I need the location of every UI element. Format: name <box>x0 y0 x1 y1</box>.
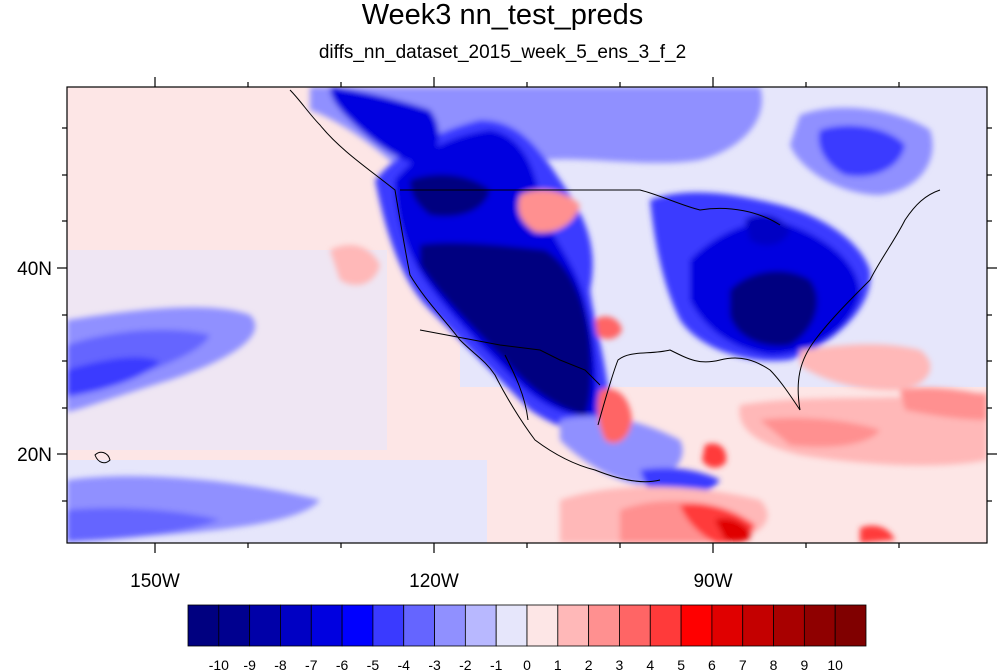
colorbar-label: 2 <box>585 657 593 672</box>
colorbar: -10 -9 -8 -7 -6 -5 -4 -3 -2 -1 0 1 2 3 4 5 6 7 8 9 10 <box>187 604 867 672</box>
colorbar-swatch <box>588 604 620 647</box>
colorbar-label: 7 <box>739 657 747 672</box>
lon-ticks <box>154 77 900 553</box>
colorbar-swatch <box>773 604 805 647</box>
lat-ticks <box>57 127 997 502</box>
colorbar-label: -6 <box>336 657 349 672</box>
colorbar-swatch <box>218 604 251 647</box>
lon-label-120w: 120W <box>409 571 459 592</box>
colorbar-label: 5 <box>677 657 685 672</box>
colorbar-label: -4 <box>398 657 411 672</box>
colorbar-label: 9 <box>800 657 808 672</box>
colorbar-swatch <box>619 604 651 647</box>
map-title: Week3 nn_test_preds <box>361 0 644 31</box>
colorbar-swatch <box>557 604 590 647</box>
colorbar-label: 8 <box>770 657 778 672</box>
colorbar-label: 10 <box>827 657 843 672</box>
colorbar-swatch <box>187 604 220 647</box>
colorbar-swatch <box>742 604 774 647</box>
colorbar-label: 6 <box>708 657 716 672</box>
colorbar-label: -10 <box>209 657 229 672</box>
colorbar-swatch <box>803 604 836 647</box>
colorbar-swatch <box>680 604 713 647</box>
colorbar-swatch <box>341 604 374 647</box>
colorbar-swatch <box>403 604 435 647</box>
colorbar-label: -8 <box>274 657 287 672</box>
colorbar-label: 1 <box>554 657 562 672</box>
colorbar-swatch <box>495 604 528 647</box>
colorbar-label: -7 <box>305 657 318 672</box>
colorbar-label: 3 <box>616 657 624 672</box>
colorbar-swatch <box>249 604 281 647</box>
colorbar-label: -2 <box>459 657 472 672</box>
colorbar-swatch <box>464 604 497 647</box>
colorbar-label: -9 <box>243 657 256 672</box>
lat-label-20n: 20N <box>17 445 52 466</box>
colorbar-swatch <box>372 604 405 647</box>
colorbar-swatch <box>310 604 343 647</box>
coastlines <box>94 89 941 483</box>
colorbar-swatch <box>649 604 682 647</box>
colorbar-swatch <box>711 604 744 647</box>
colorbar-swatch <box>434 604 466 647</box>
lon-label-150w: 150W <box>130 571 180 592</box>
map-plot-area <box>67 87 987 543</box>
map-subtitle: diffs_nn_dataset_2015_week_5_ens_3_f_2 <box>318 42 687 63</box>
colorbar-label: -5 <box>367 657 380 672</box>
colorbar-label: 0 <box>523 657 531 672</box>
colorbar-swatch <box>280 604 312 647</box>
colorbar-swatch <box>834 604 867 647</box>
colorbar-label: -3 <box>428 657 441 672</box>
colorbar-label: 4 <box>646 657 654 672</box>
colorbar-swatch <box>526 604 559 647</box>
colorbar-label: -1 <box>490 657 503 672</box>
lon-label-90w: 90W <box>693 571 732 592</box>
lat-label-40n: 40N <box>17 259 52 280</box>
